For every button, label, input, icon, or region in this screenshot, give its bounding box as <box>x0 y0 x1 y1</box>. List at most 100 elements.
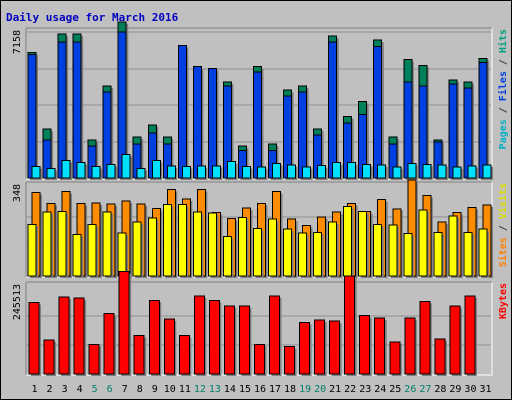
bar-pages-day-14 <box>226 161 236 179</box>
bar-files-day-21 <box>328 41 338 179</box>
bar-kbytes-day-4 <box>73 297 85 375</box>
bar-kbytes-day-30 <box>464 295 476 375</box>
bar-kbytes-day-18 <box>284 346 296 375</box>
bar-pages-day-20 <box>317 165 327 179</box>
bar-files-day-16 <box>252 71 262 179</box>
x-tick-label-day-19: 19 <box>299 384 311 395</box>
bar-sites-day-24 <box>373 224 383 277</box>
bar-kbytes-day-13 <box>208 299 220 375</box>
bar-files-day-12 <box>192 66 202 179</box>
bar-kbytes-day-15 <box>238 305 250 375</box>
bar-pages-day-22 <box>347 162 357 179</box>
bar-kbytes-day-2 <box>43 339 55 375</box>
bar-kbytes-day-22 <box>344 275 356 375</box>
bar-sites-day-30 <box>463 232 473 277</box>
y-max-label: 7158 <box>12 30 23 54</box>
bar-kbytes-day-29 <box>449 305 461 375</box>
panel-hits-files-pages: 7158 Pages / Files / Hits <box>12 21 509 181</box>
panel-kbytes: 245513 KBytes <box>12 271 509 376</box>
bar-pages-day-19 <box>302 166 312 179</box>
bar-kbytes-day-8 <box>133 335 145 375</box>
bar-sites-day-28 <box>433 232 443 277</box>
bar-sites-day-14 <box>222 235 232 277</box>
bar-files-day-3 <box>57 41 67 179</box>
panel-visits-sites: 348 Sites / Visits <box>12 179 509 278</box>
bar-pages-day-25 <box>392 166 402 179</box>
bar-kbytes-day-7 <box>118 271 130 375</box>
bar-pages-day-12 <box>196 165 206 179</box>
bar-pages-day-23 <box>362 164 372 179</box>
bar-sites-day-19 <box>298 232 308 277</box>
bar-sites-day-9 <box>147 217 157 277</box>
bar-files-day-29 <box>448 83 458 179</box>
bar-pages-day-8 <box>136 168 146 179</box>
bar-files-day-24 <box>373 45 383 179</box>
bar-kbytes-day-21 <box>329 320 341 375</box>
bar-files-day-4 <box>72 41 82 179</box>
bar-sites-day-13 <box>207 212 217 277</box>
bar-kbytes-day-11 <box>178 335 190 375</box>
bar-sites-day-6 <box>102 211 112 277</box>
bar-pages-day-15 <box>241 166 251 179</box>
bar-sites-day-8 <box>132 221 142 277</box>
bar-sites-day-16 <box>252 227 262 277</box>
bar-kbytes-day-10 <box>163 318 175 375</box>
bar-pages-day-9 <box>151 159 161 179</box>
legend-entry: Files <box>497 71 509 101</box>
bar-sites-day-23 <box>358 211 368 277</box>
legend-entry: KBytes <box>498 283 509 319</box>
bar-sites-day-26 <box>403 233 413 277</box>
bar-kbytes-day-28 <box>434 338 446 375</box>
bar-pages-day-27 <box>422 164 432 179</box>
bar-pages-day-1 <box>31 166 41 179</box>
bar-pages-day-5 <box>91 166 101 179</box>
bar-files-day-30 <box>463 87 473 179</box>
bar-sites-day-5 <box>87 224 97 277</box>
legend-entry: Sites <box>497 237 509 267</box>
bar-sites-day-22 <box>343 206 353 277</box>
legend-entry: Visits <box>497 183 509 219</box>
bar-kbytes-day-1 <box>28 301 40 375</box>
x-tick-label-day-8: 8 <box>137 384 143 395</box>
x-tick-label-day-30: 30 <box>464 384 476 395</box>
x-tick-label-day-4: 4 <box>77 384 83 395</box>
bar-sites-day-29 <box>448 215 458 277</box>
bar-kbytes-day-5 <box>88 343 100 375</box>
x-tick-label-day-18: 18 <box>284 384 296 395</box>
bar-kbytes-day-6 <box>103 313 115 375</box>
bar-kbytes-day-27 <box>419 300 431 375</box>
bar-sites-day-15 <box>237 216 247 277</box>
x-tick-label-day-12: 12 <box>194 384 206 395</box>
bar-sites-day-4 <box>72 233 82 277</box>
bar-kbytes-day-17 <box>269 295 281 375</box>
x-tick-label-day-23: 23 <box>359 384 371 395</box>
bar-pages-day-24 <box>377 164 387 179</box>
bar-sites-day-20 <box>313 231 323 277</box>
x-tick-label-day-26: 26 <box>404 384 416 395</box>
bar-sites-day-11 <box>177 204 187 277</box>
bar-kbytes-day-20 <box>314 319 326 375</box>
bar-files-day-13 <box>207 68 217 179</box>
bar-pages-day-6 <box>106 164 116 179</box>
legend-entry: / <box>498 53 509 71</box>
bar-sites-day-18 <box>283 228 293 277</box>
legend-visits-sites: Sites / Visits <box>497 183 509 267</box>
x-tick-label-day-29: 29 <box>449 384 461 395</box>
x-tick-label-day-7: 7 <box>122 384 128 395</box>
bar-files-day-11 <box>177 44 187 179</box>
chart-title: Daily usage for March 2016 <box>6 11 179 24</box>
bar-kbytes-day-23 <box>359 315 371 375</box>
bar-pages-day-7 <box>121 153 131 179</box>
bar-kbytes-day-26 <box>404 317 416 375</box>
x-tick-label-day-28: 28 <box>434 384 446 395</box>
bar-sites-day-17 <box>268 218 278 277</box>
y-max-label: 245513 <box>12 284 23 320</box>
bar-sites-day-3 <box>57 211 67 277</box>
legend-entry: Hits <box>497 29 509 53</box>
x-tick-label-day-5: 5 <box>92 384 98 395</box>
bar-kbytes-day-3 <box>58 296 70 375</box>
x-tick-label-day-17: 17 <box>269 384 281 395</box>
x-tick-label-day-20: 20 <box>314 384 326 395</box>
bar-kbytes-day-19 <box>299 321 311 375</box>
bar-sites-day-7 <box>117 232 127 277</box>
